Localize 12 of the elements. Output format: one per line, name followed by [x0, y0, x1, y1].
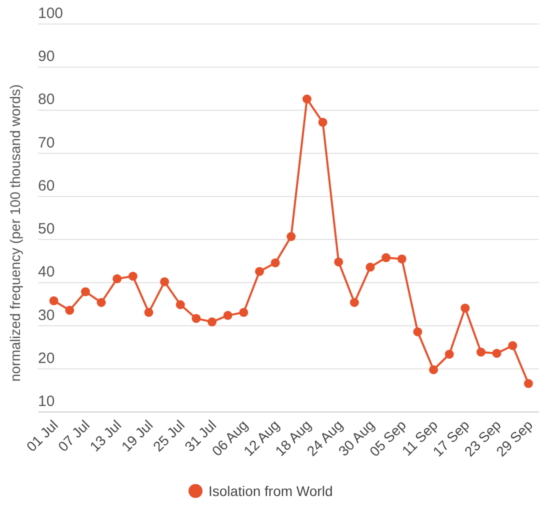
y-tick-label: 30	[38, 306, 55, 324]
y-tick-label: 10	[38, 393, 55, 410]
y-tick-label: 80	[38, 91, 55, 108]
y-tick-label: 100	[38, 5, 64, 22]
y-tick-label: 20	[38, 350, 55, 367]
y-tick-label: 40	[38, 264, 55, 281]
y-tick-label: 90	[38, 48, 55, 66]
y-axis-title: normalized frequency (per 100 thousand words)	[7, 84, 23, 382]
y-tick-label: 70	[38, 134, 55, 152]
legend-label: Isolation from World	[208, 483, 333, 499]
y-tick-label: 60	[38, 177, 55, 194]
y-tick-label: 50	[38, 220, 55, 238]
